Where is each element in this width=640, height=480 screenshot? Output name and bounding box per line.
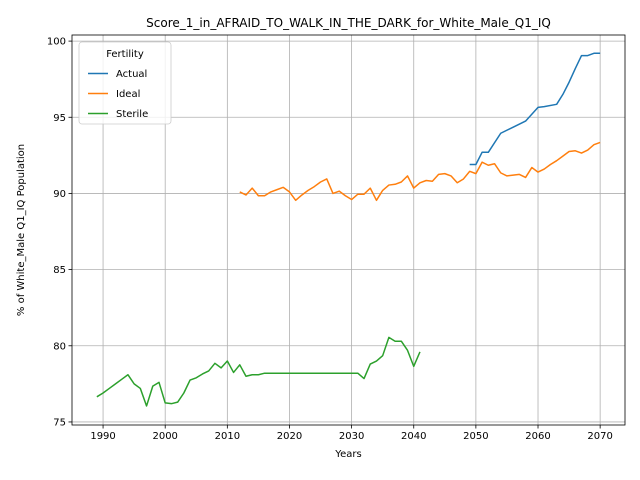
legend-label-ideal: Ideal bbox=[116, 89, 140, 100]
y-tick-label: 75 bbox=[53, 417, 66, 428]
chart-title: Score_1_in_AFRAID_TO_WALK_IN_THE_DARK_fo… bbox=[146, 16, 551, 30]
y-axis-title: % of White_Male Q1_IQ Population bbox=[16, 144, 27, 316]
plot-frame bbox=[71, 34, 626, 426]
x-tick-label: 2000 bbox=[152, 431, 177, 442]
legend-box bbox=[78, 41, 172, 125]
x-tick-label: 2010 bbox=[215, 431, 240, 442]
x-tick-label: 1990 bbox=[90, 431, 115, 442]
legend: Fertility Actual Ideal Sterile bbox=[78, 41, 172, 125]
x-tick-label: 2050 bbox=[463, 431, 488, 442]
x-axis-title: Years bbox=[334, 449, 361, 460]
gridlines bbox=[72, 35, 625, 425]
series-line-sterile bbox=[96, 336, 421, 407]
y-tick-label: 100 bbox=[47, 37, 66, 48]
axis-ticks: 1990 2000 2010 2020 2030 2040 2050 2060 2070 75 80… bbox=[47, 37, 613, 442]
x-tick-label: 2060 bbox=[525, 431, 550, 442]
y-tick-label: 80 bbox=[53, 341, 66, 352]
x-tick-label: 2040 bbox=[401, 431, 426, 442]
x-tick-label: 2030 bbox=[339, 431, 364, 442]
y-tick-label: 85 bbox=[53, 265, 66, 276]
legend-label-actual: Actual bbox=[116, 69, 147, 80]
y-tick-label: 95 bbox=[53, 113, 66, 124]
series-line-ideal bbox=[239, 141, 601, 202]
x-tick-label: 2020 bbox=[277, 431, 302, 442]
x-tick-label: 2070 bbox=[587, 431, 612, 442]
series-lines bbox=[96, 52, 601, 407]
legend-title: Fertility bbox=[106, 49, 144, 60]
legend-label-sterile: Sterile bbox=[116, 109, 148, 120]
series-line-actual bbox=[469, 52, 601, 166]
y-tick-label: 90 bbox=[53, 189, 66, 200]
